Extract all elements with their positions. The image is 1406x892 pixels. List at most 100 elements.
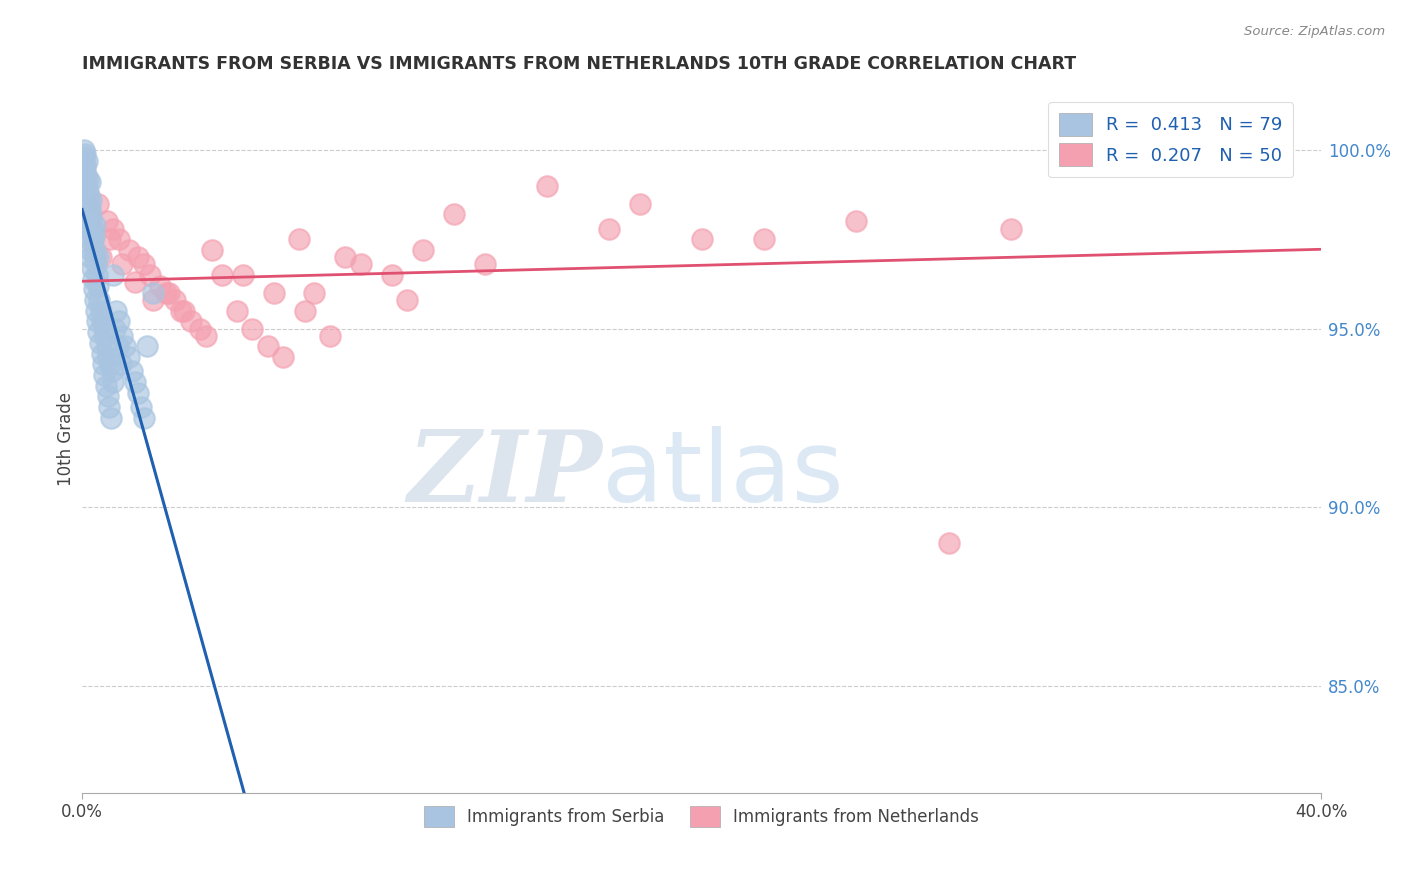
Point (86, 314, 108, 328)
Point (170, 303, 193, 318)
Point (90, 250, 112, 264)
Point (79, 175, 101, 189)
Point (127, 250, 149, 264)
Point (263, 285, 285, 300)
Point (101, 268, 124, 282)
Point (121, 364, 143, 378)
Point (76, 211, 98, 225)
Point (91, 357, 114, 371)
Point (94, 328, 117, 343)
Point (75, 146, 97, 161)
Point (86, 250, 108, 264)
Point (80, 221, 103, 235)
Point (83, 243, 105, 257)
Point (598, 221, 620, 235)
Point (104, 321, 127, 335)
Point (97, 389, 120, 403)
Point (288, 232, 311, 246)
Point (96, 339, 118, 353)
Point (132, 410, 155, 425)
Point (136, 339, 159, 353)
Point (96, 214, 118, 228)
Point (82, 232, 104, 246)
Point (90, 303, 112, 318)
Point (83, 228, 105, 243)
Point (101, 221, 124, 235)
Point (273, 350, 295, 364)
Point (628, 196, 651, 211)
Point (139, 268, 162, 282)
Point (77, 232, 100, 246)
Point (79, 200, 101, 214)
Text: Source: ZipAtlas.com: Source: ZipAtlas.com (1244, 25, 1385, 38)
Point (938, 535, 960, 549)
Point (96, 378, 118, 392)
Point (98, 232, 121, 246)
Point (110, 357, 132, 371)
Point (536, 178, 558, 193)
Point (107, 339, 129, 353)
Point (75, 161, 97, 175)
Point (474, 257, 496, 271)
Point (80, 260, 103, 275)
Point (226, 303, 249, 318)
Point (73, 143, 96, 157)
Point (79, 250, 101, 264)
Point (86, 268, 108, 282)
Point (117, 350, 139, 364)
Point (84, 303, 107, 318)
Point (77, 221, 100, 235)
Point (108, 314, 131, 328)
Point (188, 321, 211, 335)
Point (100, 410, 122, 425)
Point (201, 243, 224, 257)
Point (80, 193, 103, 207)
Point (100, 364, 122, 378)
Text: IMMIGRANTS FROM SERBIA VS IMMIGRANTS FROM NETHERLANDS 10TH GRADE CORRELATION CHA: IMMIGRANTS FROM SERBIA VS IMMIGRANTS FRO… (82, 55, 1076, 73)
Point (195, 328, 218, 343)
Text: atlas: atlas (603, 426, 844, 523)
Point (142, 285, 165, 300)
Point (73, 182, 96, 196)
Point (381, 268, 404, 282)
Point (412, 243, 434, 257)
Point (127, 385, 149, 400)
Y-axis label: 10th Grade: 10th Grade (58, 392, 75, 486)
Point (155, 285, 177, 300)
Point (690, 232, 713, 246)
Point (304, 285, 326, 300)
Point (845, 214, 868, 228)
Point (211, 268, 233, 282)
Point (97, 350, 120, 364)
Point (80, 214, 103, 228)
Point (396, 293, 419, 307)
Point (257, 339, 280, 353)
Point (89, 293, 111, 307)
Point (132, 257, 155, 271)
Point (89, 335, 111, 350)
Point (111, 328, 134, 343)
Point (111, 257, 134, 271)
Point (77, 171, 100, 186)
Point (163, 293, 186, 307)
Point (173, 303, 195, 318)
Point (124, 375, 146, 389)
Point (73, 150, 96, 164)
Point (93, 321, 115, 335)
Point (87, 325, 110, 339)
Point (443, 207, 465, 221)
Point (76, 186, 98, 200)
Point (86, 278, 108, 293)
Point (83, 218, 105, 232)
Point (242, 321, 264, 335)
Point (84, 257, 107, 271)
Text: ZIP: ZIP (408, 426, 603, 523)
Point (75, 193, 97, 207)
Point (73, 157, 96, 171)
Point (73, 175, 96, 189)
Point (142, 293, 165, 307)
Point (129, 400, 152, 414)
Point (108, 232, 131, 246)
Point (83, 293, 105, 307)
Point (1000, 221, 1022, 235)
